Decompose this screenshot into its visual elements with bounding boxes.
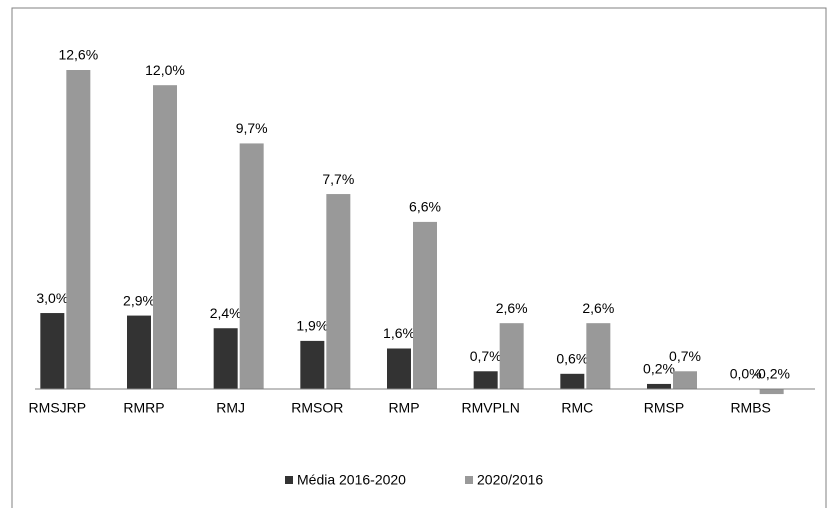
x-tick-label: RMJ — [216, 400, 245, 416]
data-label: 2,6% — [582, 300, 614, 316]
x-tick-label: RMRP — [123, 400, 164, 416]
x-tick-label: RMSOR — [291, 400, 343, 416]
legend-swatch — [465, 476, 473, 484]
data-label: 12,0% — [145, 62, 185, 78]
legend-label: Média 2016-2020 — [297, 472, 406, 488]
data-label: 12,6% — [58, 47, 98, 63]
bar — [647, 383, 671, 389]
data-label: 3,0% — [36, 290, 68, 306]
bar — [560, 373, 585, 389]
bar — [153, 85, 177, 389]
data-label: 0,7% — [669, 348, 701, 364]
x-tick-label: RMSP — [644, 400, 684, 416]
data-label: 0,0% — [730, 366, 762, 382]
data-label: 0,6% — [556, 351, 588, 367]
x-tick-label: RMC — [561, 400, 593, 416]
data-label: 7,7% — [322, 171, 354, 187]
data-label: -0,2% — [753, 366, 790, 382]
bar — [759, 389, 784, 395]
data-label: 0,2% — [643, 361, 675, 377]
bar — [499, 323, 524, 389]
x-tick-label: RMSJRP — [29, 400, 87, 416]
bar — [586, 323, 611, 389]
bar — [473, 371, 498, 389]
bar — [66, 70, 91, 389]
data-label: 1,6% — [383, 325, 415, 341]
data-label: 0,7% — [470, 348, 502, 364]
x-tick-label: RMP — [388, 400, 419, 416]
data-label: 6,6% — [409, 199, 441, 215]
bar — [387, 348, 411, 389]
bar — [213, 328, 238, 389]
data-label: 9,7% — [236, 120, 268, 136]
legend-label: 2020/2016 — [477, 472, 543, 488]
bar — [673, 371, 697, 389]
data-label: 2,9% — [123, 292, 155, 308]
x-tick-label: RMVPLN — [461, 400, 519, 416]
legend-swatch — [285, 476, 293, 484]
bar — [413, 221, 437, 389]
bar — [239, 143, 264, 389]
x-tick-label: RMBS — [730, 400, 770, 416]
data-label: 2,4% — [210, 305, 242, 321]
data-label: 1,9% — [296, 318, 328, 334]
bar — [127, 315, 151, 389]
bar — [40, 313, 65, 389]
bar — [326, 194, 351, 389]
bar — [300, 340, 325, 389]
data-label: 2,6% — [496, 300, 528, 316]
